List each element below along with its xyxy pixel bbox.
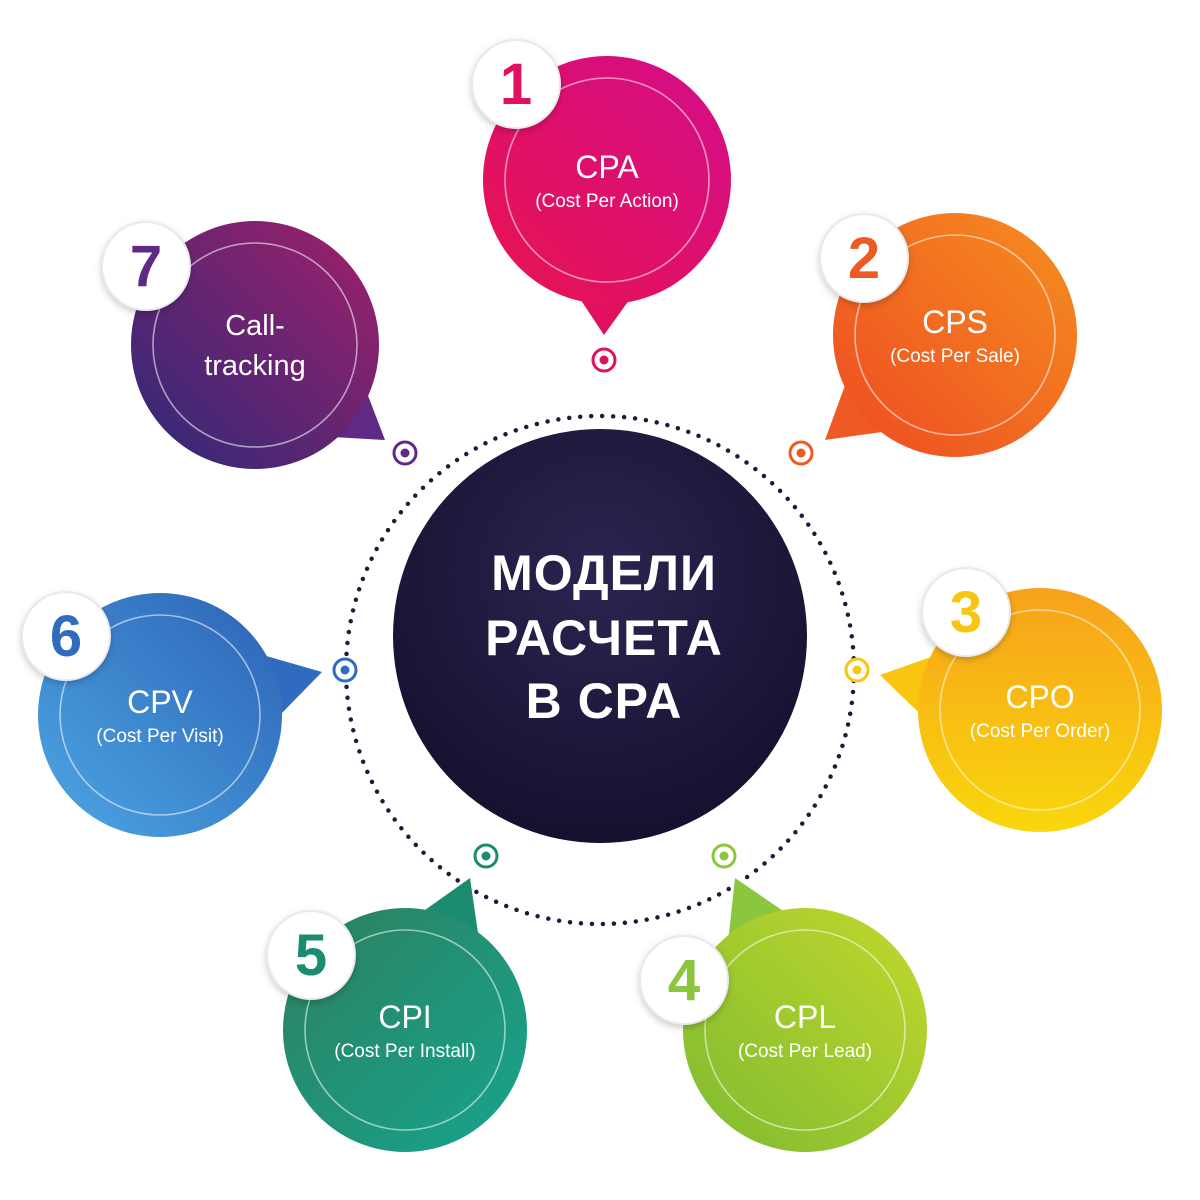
- bubble-circle: [683, 908, 927, 1152]
- model-item-1: CPA (Cost Per Action) 1: [471, 39, 731, 335]
- item-number: 7: [130, 234, 162, 299]
- item-title: CPA: [575, 149, 639, 185]
- item-subtitle: (Cost Per Sale): [890, 346, 1020, 367]
- bubble-inner-ring: [939, 609, 1141, 811]
- bubble-inner-ring: [59, 614, 261, 816]
- bubble-inner-ring: [304, 929, 506, 1131]
- item-number: 4: [668, 948, 700, 1013]
- model-item-7: Call-tracking 7: [101, 221, 385, 469]
- ring-marker: [844, 657, 870, 683]
- number-badge: 4: [639, 935, 729, 1025]
- model-item-6: CPV (Cost Per Visit) 6: [21, 591, 322, 837]
- item-title: CPS: [922, 304, 988, 340]
- item-number: 6: [50, 604, 82, 669]
- number-badge: 7: [101, 221, 191, 311]
- item-subtitle: (Cost Per Action): [535, 191, 679, 212]
- bubble-inner-ring: [704, 929, 906, 1131]
- item-title: CPV: [127, 684, 193, 720]
- bubble-circle: [131, 221, 379, 469]
- number-badge: 3: [921, 567, 1011, 657]
- bubble-inner-ring: [152, 242, 358, 448]
- item-number: 1: [500, 52, 532, 117]
- model-item-2: CPS (Cost Per Sale) 2: [819, 213, 1077, 457]
- item-title: Call-: [225, 310, 285, 342]
- bubble-inner-ring: [504, 77, 710, 283]
- item-subtitle: (Cost Per Install): [334, 1041, 475, 1062]
- number-badge: 6: [21, 591, 111, 681]
- item-title: CPI: [378, 999, 431, 1035]
- center-circle: МОДЕЛИ РАСЧЕТА В CPA: [393, 429, 807, 843]
- model-item-3: CPO (Cost Per Order) 3: [880, 567, 1162, 832]
- center-title-line-3: В CPA: [526, 673, 683, 729]
- number-badge: 2: [819, 213, 909, 303]
- ring-marker: [711, 843, 737, 869]
- item-number: 3: [950, 580, 982, 645]
- ring-marker: [332, 657, 358, 683]
- ring-marker: [473, 843, 499, 869]
- item-subtitle: (Cost Per Order): [970, 721, 1110, 742]
- ring-marker: [788, 440, 814, 466]
- item-title: CPL: [774, 999, 836, 1035]
- ring-marker: [392, 440, 418, 466]
- item-number: 2: [848, 226, 880, 291]
- model-item-5: CPI (Cost Per Install) 5: [266, 878, 527, 1152]
- number-badge: 5: [266, 910, 356, 1000]
- item-number: 5: [295, 923, 327, 988]
- bubble-inner-ring: [854, 234, 1056, 436]
- item-subtitle: (Cost Per Lead): [738, 1041, 872, 1062]
- center-title-line-1: МОДЕЛИ: [491, 545, 717, 601]
- item-title: tracking: [204, 350, 306, 382]
- item-title: CPO: [1005, 679, 1074, 715]
- center-title-line-2: РАСЧЕТА: [485, 610, 723, 666]
- ring-marker: [591, 347, 617, 373]
- model-item-4: CPL (Cost Per Lead) 4: [639, 878, 927, 1152]
- item-subtitle: (Cost Per Visit): [96, 726, 223, 747]
- number-badge: 1: [471, 39, 561, 129]
